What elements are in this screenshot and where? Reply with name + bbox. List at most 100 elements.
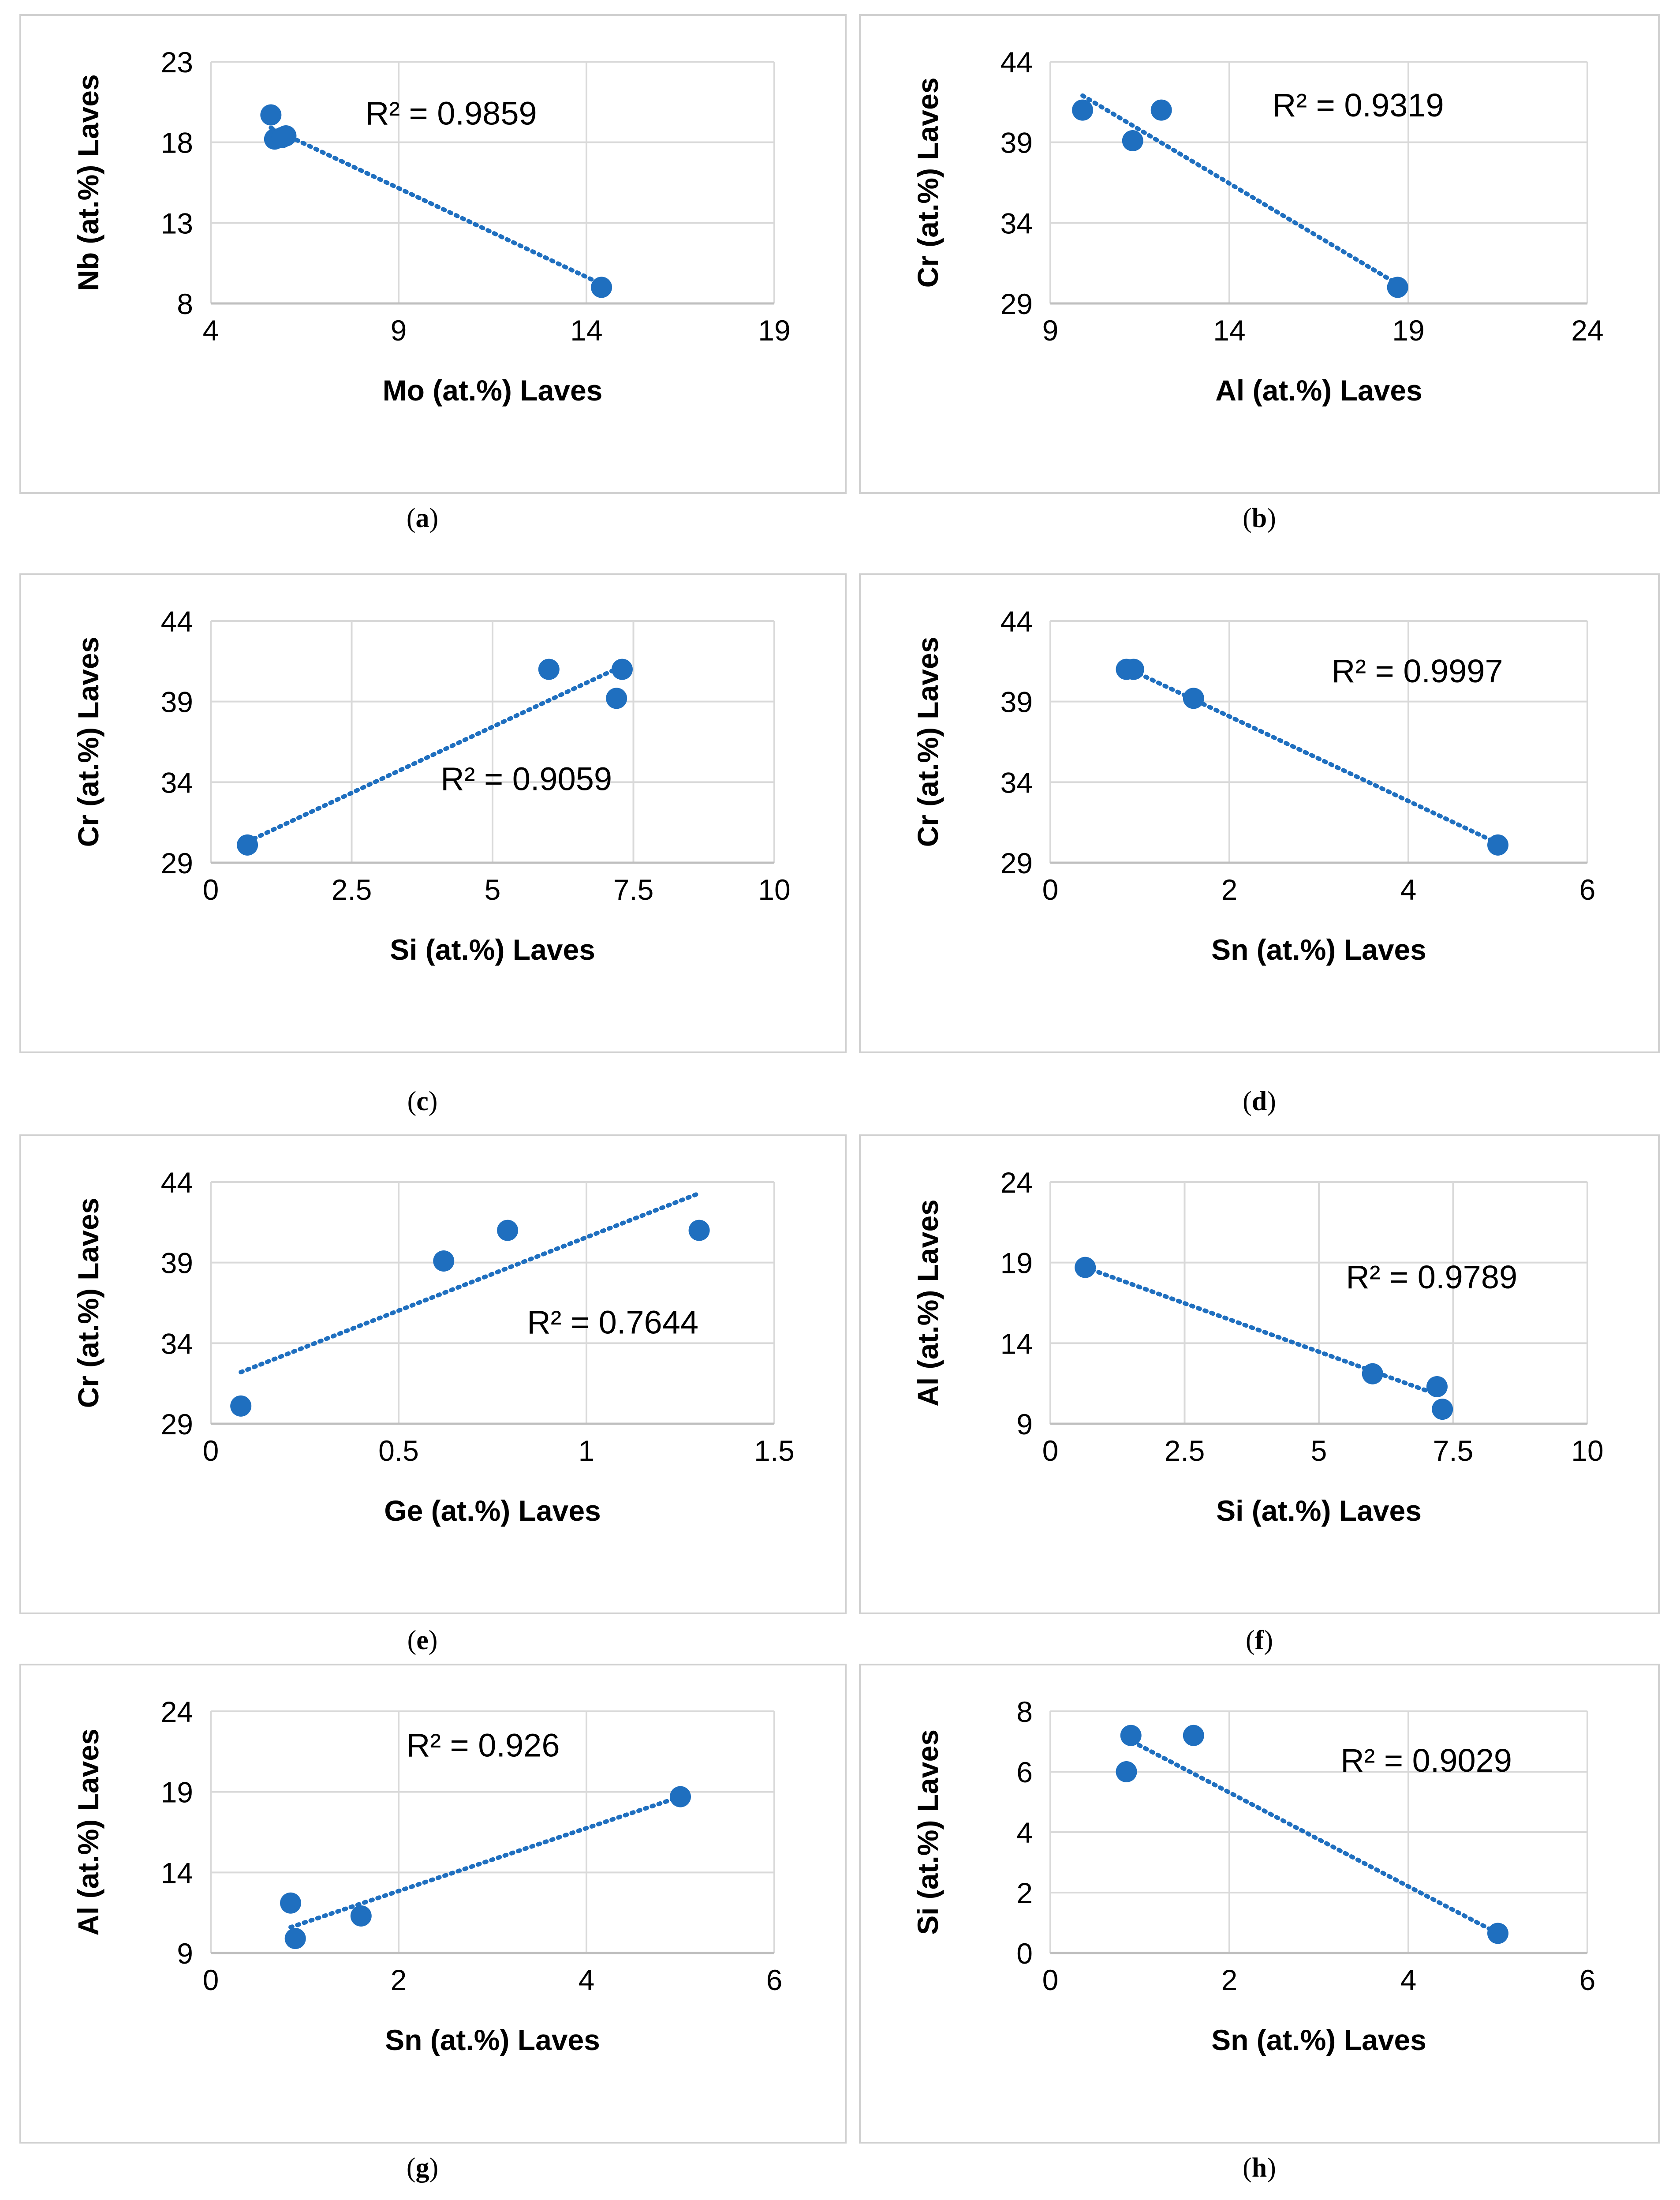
x-tick-label: 2 [1221, 873, 1238, 906]
y-tick-label: 2 [1016, 1877, 1033, 1909]
y-tick-label: 4 [1016, 1816, 1033, 1849]
y-tick-label: 29 [161, 847, 193, 879]
x-tick-label: 0 [1042, 1964, 1059, 1996]
data-point [1183, 688, 1204, 709]
caption-f: (f) [1246, 1625, 1273, 1655]
chart-panel-a: 4 9 14 19 8 13 18 23 Mo (at.%) Laves Nb (at.%) La… [19, 14, 847, 494]
data-point [1075, 1257, 1096, 1278]
trendline [245, 664, 624, 844]
x-tick-label: 0 [203, 1964, 219, 1996]
y-axis-title: Cr (at.%) Laves [911, 78, 944, 288]
y-tick-label: 34 [1001, 207, 1033, 239]
r-squared-label: R² = 0.9789 [1346, 1259, 1517, 1295]
x-tick-label: 6 [1579, 873, 1596, 906]
data-point [688, 1220, 710, 1241]
chart-panel-f: 0 2.5 5 7.5 10 9 14 19 24 Si (at.%) Laves Al (at.%… [859, 1134, 1660, 1614]
x-tick-label: 1 [579, 1434, 595, 1467]
caption-g: (g) [406, 2153, 439, 2183]
y-tick-label: 29 [1001, 288, 1033, 320]
x-axis-title: Si (at.%) Laves [390, 933, 595, 966]
data-point [1122, 130, 1143, 152]
data-point [237, 834, 258, 856]
r-squared-label: R² = 0.926 [407, 1727, 560, 1763]
data-point [1072, 99, 1094, 121]
data-point [1487, 1923, 1508, 1944]
trendline [1124, 1736, 1500, 1936]
x-tick-label: 5 [1311, 1434, 1327, 1467]
r-squared-label: R² = 0.9319 [1273, 87, 1444, 123]
x-tick-label: 4 [1400, 1964, 1417, 1996]
y-tick-label: 9 [1016, 1408, 1033, 1440]
x-tick-label: 9 [391, 314, 407, 347]
scatter-chart-c: 0 2.5 5 7.5 10 29 34 39 44 Si (at.%) Laves Cr (at.… [72, 605, 791, 966]
y-axis-title: Al (at.%) Laves [72, 1729, 105, 1935]
data-point [538, 659, 560, 680]
data-point [606, 688, 627, 709]
r-squared-label: R² = 0.9029 [1340, 1742, 1512, 1779]
y-tick-label: 29 [1001, 847, 1033, 879]
caption-c: (c) [407, 1086, 438, 1116]
r-squared-label: R² = 0.9059 [441, 761, 612, 797]
y-axis-title: Cr (at.%) Laves [72, 637, 105, 847]
x-tick-label: 0 [203, 1434, 219, 1467]
data-point [350, 1905, 372, 1927]
trendline [288, 1794, 683, 1930]
x-tick-label: 10 [1571, 1434, 1603, 1467]
x-axis-title: Mo (at.%) Laves [383, 374, 603, 407]
caption-b: (b) [1243, 503, 1276, 533]
y-tick-label: 24 [1001, 1166, 1033, 1199]
y-axis-title: Si (at.%) Laves [911, 1729, 944, 1935]
y-tick-label: 14 [161, 1856, 193, 1889]
x-tick-label: 2.5 [1165, 1434, 1205, 1467]
data-point [1123, 659, 1144, 680]
y-tick-label: 24 [161, 1695, 193, 1728]
r-squared-label: R² = 0.7644 [527, 1304, 698, 1340]
scatter-chart-e: 0 0.5 1 1.5 29 34 39 44 Ge (at.%) Laves Cr (at.%)… [72, 1166, 795, 1527]
scatter-chart-a: 4 9 14 19 8 13 18 23 Mo (at.%) Laves Nb (at.%) La… [72, 46, 791, 407]
scatter-chart-f: 0 2.5 5 7.5 10 9 14 19 24 Si (at.%) Laves Al (at.%… [911, 1166, 1604, 1527]
x-tick-label: 4 [579, 1964, 595, 1996]
x-axis-title: Sn (at.%) Laves [385, 2024, 600, 2056]
data-point [670, 1786, 691, 1807]
data-point [1362, 1363, 1383, 1384]
y-tick-label: 39 [161, 1247, 193, 1280]
chart-panel-g: 0 2 4 6 9 14 19 24 Sn (at.%) Laves Al (at.%) Lave… [19, 1664, 847, 2144]
y-axis-title: Nb (at.%) Laves [72, 74, 105, 291]
y-axis-title: Cr (at.%) Laves [72, 1198, 105, 1408]
trendline [269, 125, 604, 287]
y-tick-label: 8 [177, 288, 193, 320]
r-squared-label: R² = 0.9997 [1332, 653, 1503, 689]
y-tick-label: 44 [1001, 46, 1033, 79]
y-tick-label: 19 [161, 1776, 193, 1809]
x-tick-label: 6 [1579, 1964, 1596, 1996]
data-point [1432, 1399, 1453, 1420]
caption-a: (a) [406, 503, 439, 533]
y-tick-label: 6 [1016, 1756, 1033, 1788]
y-tick-label: 0 [1016, 1937, 1033, 1970]
data-point [611, 659, 633, 680]
y-axis-title: Al (at.%) Laves [911, 1199, 944, 1406]
data-point [1387, 277, 1408, 298]
x-axis-title: Sn (at.%) Laves [1211, 2024, 1426, 2056]
y-tick-label: 8 [1016, 1695, 1033, 1728]
x-tick-label: 2.5 [332, 873, 372, 906]
y-tick-label: 39 [1001, 686, 1033, 718]
data-point [280, 1892, 302, 1914]
data-point [591, 277, 612, 298]
x-tick-label: 2 [1221, 1964, 1238, 1996]
data-point [230, 1395, 252, 1417]
y-tick-label: 34 [161, 766, 193, 799]
data-point [1426, 1376, 1448, 1397]
y-axis-title: Cr (at.%) Laves [911, 637, 944, 847]
x-tick-label: 0 [203, 873, 219, 906]
y-tick-label: 9 [177, 1937, 193, 1970]
x-tick-label: 4 [203, 314, 219, 347]
scatter-chart-b: 9 14 19 24 29 34 39 44 Al (at.%) Laves Cr (at.%) … [911, 46, 1604, 407]
x-tick-label: 6 [766, 1964, 783, 1996]
r-squared-label: R² = 0.9859 [366, 95, 537, 131]
data-point [271, 127, 293, 148]
y-tick-label: 23 [161, 46, 193, 79]
x-tick-label: 19 [1392, 314, 1424, 347]
chart-panel-c: 0 2.5 5 7.5 10 29 34 39 44 Si (at.%) Laves Cr (at.… [19, 573, 847, 1053]
